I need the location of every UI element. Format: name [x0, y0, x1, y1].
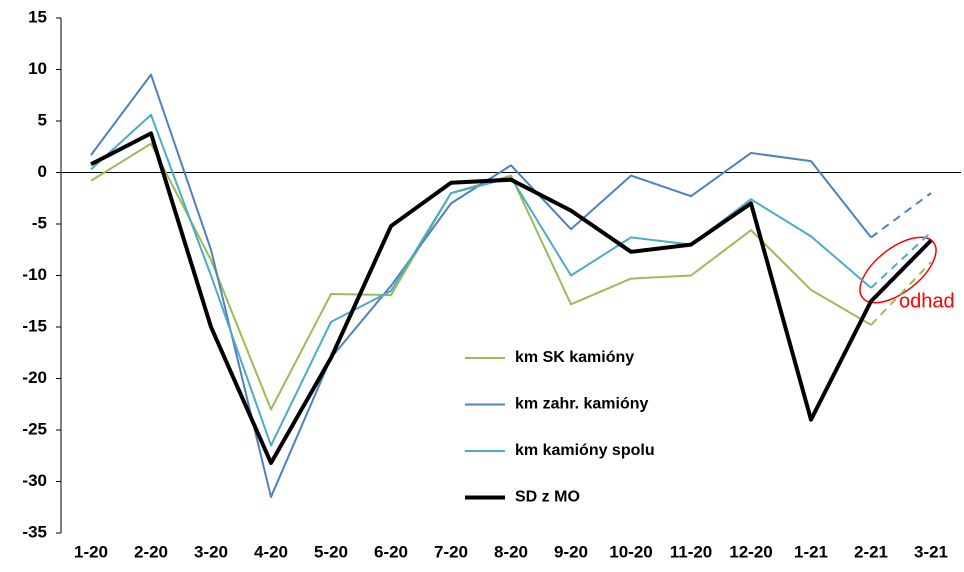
x-tick-label: 3-20 [194, 542, 228, 561]
y-tick-label: -5 [32, 213, 47, 232]
annotation: odhad [899, 290, 955, 312]
y-tick-label: -15 [22, 316, 47, 335]
legend-label: km zahr. kamióny [515, 396, 648, 413]
y-tick-label: -20 [22, 368, 47, 387]
legend-label: km SK kamióny [515, 349, 634, 366]
x-tick-label: 2-21 [854, 542, 888, 561]
series-line-estimate [870, 231, 932, 289]
y-tick-label: 5 [38, 110, 47, 129]
x-tick-label: 10-20 [609, 542, 652, 561]
x-tick-label: 6-20 [374, 542, 408, 561]
series-line [90, 113, 872, 447]
x-tick-label: 8-20 [494, 542, 528, 561]
estimate-ellipse [859, 236, 937, 304]
series-line-estimate [870, 192, 932, 239]
series-line [90, 131, 933, 465]
y-tick-label: -10 [22, 265, 47, 284]
x-tick-label: 1-20 [74, 542, 108, 561]
legend-label: km kamióny spolu [515, 442, 655, 459]
x-tick-label: 12-20 [729, 542, 772, 561]
x-tick-label: 3-21 [914, 542, 948, 561]
x-tick-label: 7-20 [434, 542, 468, 561]
y-tick-label: -25 [22, 419, 47, 438]
y-tick-label: -35 [22, 522, 47, 541]
series-line [90, 73, 872, 498]
y-tick-label: 15 [28, 7, 47, 26]
x-tick-label: 11-20 [670, 542, 713, 561]
y-tick-label: 0 [38, 162, 47, 181]
y-tick-label: 10 [28, 59, 47, 78]
x-tick-label: 5-20 [314, 542, 348, 561]
y-tick-label: -30 [22, 471, 47, 490]
x-tick-label: 1-21 [794, 542, 828, 561]
x-tick-label: 4-20 [254, 542, 288, 561]
legend-label: SD z MO [515, 489, 580, 506]
series-line-estimate [870, 261, 932, 326]
x-tick-label: 2-20 [134, 542, 168, 561]
x-tick-label: 9-20 [554, 542, 588, 561]
